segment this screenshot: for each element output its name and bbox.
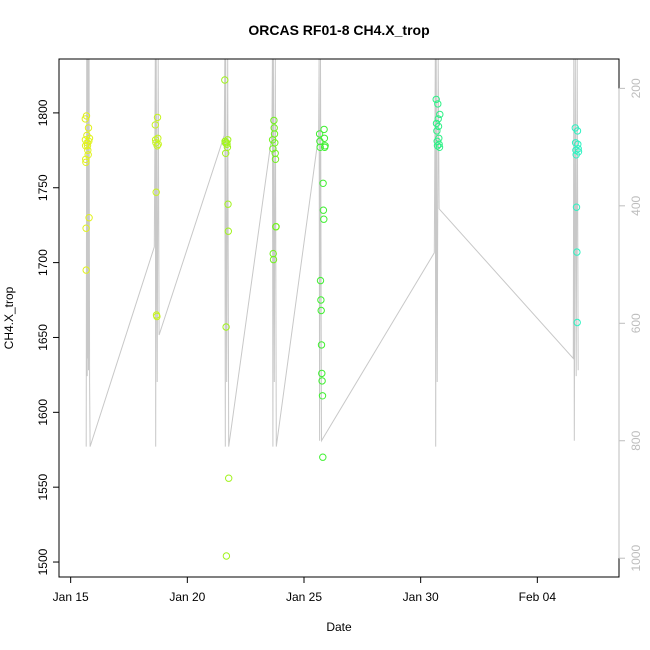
data-point (318, 392, 327, 400)
data-point (571, 139, 580, 147)
data-point (153, 113, 162, 122)
y-tick-label: 1600 (36, 399, 50, 426)
data-point (574, 148, 583, 156)
data-point (82, 224, 90, 232)
data-point (433, 127, 441, 135)
data-point (319, 453, 327, 461)
y-tick-label: 1500 (36, 548, 50, 575)
data-point (320, 125, 328, 134)
data-point (317, 296, 325, 304)
data-point (436, 110, 444, 119)
data-point (435, 143, 444, 152)
x-tick-label: Jan 15 (53, 590, 89, 604)
data-point (432, 95, 440, 104)
data-point (573, 248, 581, 256)
data-point (271, 139, 279, 147)
y-axis-label: CH4.X_trop (2, 286, 16, 349)
data-point (82, 112, 91, 120)
data-point (82, 266, 90, 274)
data-point (224, 136, 232, 144)
data-point (270, 116, 278, 125)
x-tick-label: Jan 20 (169, 590, 205, 604)
data-point (573, 318, 581, 327)
data-point (152, 188, 160, 196)
y2-tick-label: 400 (629, 195, 643, 215)
data-point (572, 203, 581, 211)
data-point (84, 151, 92, 159)
data-point (85, 214, 93, 222)
data-point (319, 179, 327, 188)
x-tick-label: Jan 25 (286, 590, 322, 604)
data-point (153, 142, 161, 150)
data-point (435, 140, 443, 149)
data-point (320, 134, 329, 143)
data-point (151, 121, 160, 129)
data-point (316, 276, 325, 285)
data-point (222, 552, 231, 560)
data-point (317, 306, 325, 315)
x-axis: Jan 15 Jan 20 Jan 25 Jan 30 Feb 04 (53, 576, 557, 604)
x-axis-label: Date (326, 620, 352, 634)
data-point (154, 140, 162, 149)
data-point (224, 227, 233, 235)
y2-tick-label: 800 (629, 430, 643, 450)
y-tick-label: 1800 (36, 99, 50, 126)
y-axis-left: 1500 1550 1600 1650 1700 1750 1800 (36, 99, 60, 575)
data-point (434, 100, 442, 108)
y-tick-label: 1650 (36, 324, 50, 351)
y2-tick-label: 1000 (629, 545, 643, 572)
data-point (224, 200, 232, 208)
data-point (320, 215, 328, 223)
data-point (574, 145, 582, 153)
y-axis-right: 200 400 600 800 1000 (618, 78, 643, 572)
y-tick-label: 1700 (36, 249, 50, 276)
data-point (315, 130, 324, 138)
data-point (85, 134, 94, 143)
data-point (222, 323, 230, 331)
data-point (321, 142, 329, 150)
data-point (573, 127, 582, 135)
data-point (272, 223, 280, 231)
data-point (269, 255, 278, 264)
data-point (223, 143, 232, 152)
data-point (84, 146, 92, 155)
data-point (316, 143, 324, 152)
data-point (434, 115, 442, 123)
data-point (317, 341, 326, 349)
pressure-trace-layer (85, 58, 579, 447)
data-point (433, 142, 442, 150)
x-tick-label: Feb 04 (519, 590, 557, 604)
data-point (153, 312, 161, 321)
data-point (223, 140, 231, 149)
data-point (270, 130, 279, 138)
y2-tick-label: 200 (629, 78, 643, 98)
data-points-layer (81, 76, 583, 560)
data-point (271, 155, 280, 164)
y-tick-label: 1550 (36, 474, 50, 501)
x-tick-label: Jan 30 (403, 590, 439, 604)
plot-area-frame (58, 58, 620, 578)
data-point (85, 137, 93, 146)
data-point (82, 158, 90, 167)
data-point (84, 124, 93, 132)
data-point (318, 369, 326, 378)
data-point (319, 206, 328, 214)
data-point (574, 140, 582, 149)
data-point (434, 122, 443, 131)
chart-title: ORCAS RF01-8 CH4.X_trop (248, 22, 429, 38)
data-point (221, 76, 229, 84)
data-point (83, 142, 92, 150)
y-tick-label: 1750 (36, 174, 50, 201)
data-point (83, 139, 91, 147)
data-point (225, 474, 233, 482)
y2-tick-label: 600 (629, 313, 643, 333)
data-point (318, 377, 326, 385)
pressure-trace-line (85, 58, 579, 447)
